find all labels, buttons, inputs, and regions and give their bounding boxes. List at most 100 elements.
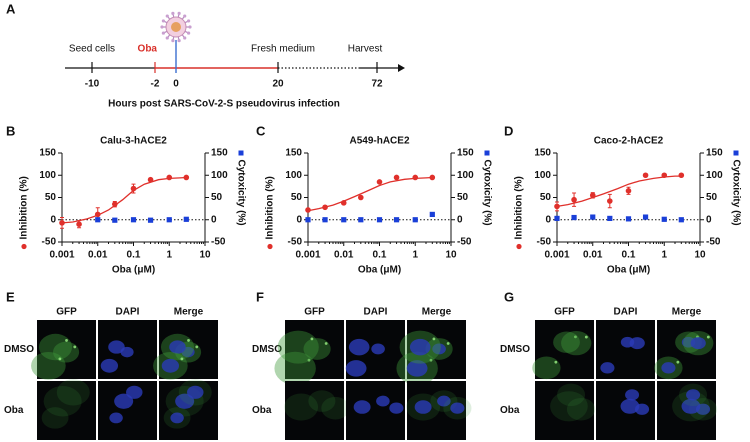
x-axis-label: Oba (μM): [607, 265, 650, 276]
y2-tick-label: -50: [211, 237, 226, 248]
dapi-nucleus: [661, 362, 676, 374]
point: [642, 214, 649, 220]
panel-label: C: [256, 123, 266, 138]
point: [393, 174, 400, 181]
timeline-label: Hours post SARS-CoV-2-S pseudovirus infe…: [108, 99, 340, 110]
legend-marker: [21, 243, 27, 250]
dapi-nucleus: [450, 402, 465, 414]
x-tick-label: 0.001: [544, 250, 569, 261]
point: [95, 217, 101, 223]
timeline-tick-label: 20: [272, 79, 284, 90]
dapi-nucleus: [600, 362, 615, 374]
micrograph: [535, 381, 594, 440]
row-label: Oba: [252, 405, 272, 416]
chart: Caco-2-hACE2 -50 0 50 100 150 -50 0 50 100 150 0.00…: [514, 136, 742, 276]
chart-title: Calu-3-hACE2: [100, 136, 167, 147]
y-tick-label: -50: [288, 237, 303, 248]
dapi-nucleus: [100, 358, 119, 373]
gfp-dot: [676, 360, 680, 364]
point: [112, 217, 118, 223]
dapi-nucleus: [389, 402, 404, 414]
gfp-signal: [308, 390, 336, 412]
y2-tick-label: 100: [211, 170, 228, 181]
y-tick-label: 150: [39, 148, 56, 159]
dapi-nucleus: [353, 400, 371, 414]
x-axis-label: Oba (μM): [112, 265, 155, 276]
point: [76, 221, 82, 227]
timeline-event: Oba: [138, 44, 158, 55]
dapi-nucleus: [406, 360, 428, 377]
dapi-nucleus: [345, 360, 367, 377]
gfp-dot: [180, 357, 184, 361]
dapi-nucleus: [175, 393, 195, 409]
gfp-signal: [553, 331, 580, 353]
gfp-signal: [532, 356, 561, 380]
y2-tick-label: 0: [706, 214, 712, 225]
gfp-dot: [65, 339, 68, 342]
x-tick-label: 10: [445, 250, 457, 261]
gfp-signal: [557, 383, 586, 407]
point: [147, 176, 154, 183]
gfp-signal: [56, 379, 90, 406]
point: [554, 203, 560, 210]
dapi-nucleus: [187, 385, 204, 399]
y2-tick-label: 150: [706, 148, 723, 159]
point: [376, 217, 383, 223]
gfp-signal: [43, 386, 82, 417]
point: [393, 217, 400, 223]
chart-title: A549-hACE2: [349, 136, 409, 147]
point: [678, 172, 685, 179]
x-tick-label: 0.001: [49, 250, 74, 261]
gfp-dot: [187, 339, 190, 342]
y-tick-label: 150: [534, 148, 551, 159]
gfp-signal: [550, 391, 588, 422]
virus-spike-tip: [160, 25, 164, 29]
gfp-dot: [58, 357, 62, 361]
point: [554, 215, 560, 222]
panel-label: G: [504, 289, 514, 304]
row-label: Oba: [4, 405, 24, 416]
gfp-dot: [429, 358, 433, 362]
gfp-signal: [321, 396, 350, 420]
x-tick-label: 0.1: [622, 250, 636, 261]
virus-icon: [160, 11, 192, 43]
row-label: DMSO: [252, 344, 282, 355]
legend-marker: [267, 243, 273, 250]
y-tick-label: 50: [291, 192, 303, 203]
micrograph: [37, 320, 96, 379]
gfp-signal: [38, 333, 73, 361]
panel-label: D: [504, 123, 513, 138]
point: [322, 204, 328, 211]
point: [183, 174, 190, 181]
gfp-dot: [195, 345, 199, 349]
y2-tick-label: 0: [457, 214, 463, 225]
point: [59, 220, 65, 226]
timeline-tick-label: 0: [173, 79, 179, 90]
column-label: Merge: [422, 307, 452, 318]
dapi-nucleus: [625, 389, 640, 401]
point: [183, 216, 189, 222]
virus-spike-tip: [161, 31, 165, 35]
column-label: Merge: [174, 307, 204, 318]
gfp-signal: [561, 331, 592, 356]
x-tick-label: 10: [694, 250, 706, 261]
point: [571, 214, 577, 221]
point: [589, 192, 596, 199]
point: [358, 194, 364, 201]
y-tick-label: -50: [537, 237, 552, 248]
y-tick-label: 100: [534, 170, 551, 181]
y2-tick-label: 0: [211, 214, 217, 225]
point: [166, 174, 173, 181]
point: [358, 217, 364, 223]
micrograph: [285, 320, 344, 379]
micrograph: [37, 381, 96, 440]
y2-tick-label: 50: [457, 192, 469, 203]
gfp-signal: [53, 341, 80, 363]
panel-label: A: [6, 1, 16, 16]
dapi-nucleus: [169, 340, 186, 354]
panel-label: F: [256, 289, 264, 304]
y2-tick-label: 50: [211, 192, 223, 203]
x-tick-label: 1: [412, 250, 418, 261]
y-axis-label: Inhibition (%): [514, 176, 525, 239]
